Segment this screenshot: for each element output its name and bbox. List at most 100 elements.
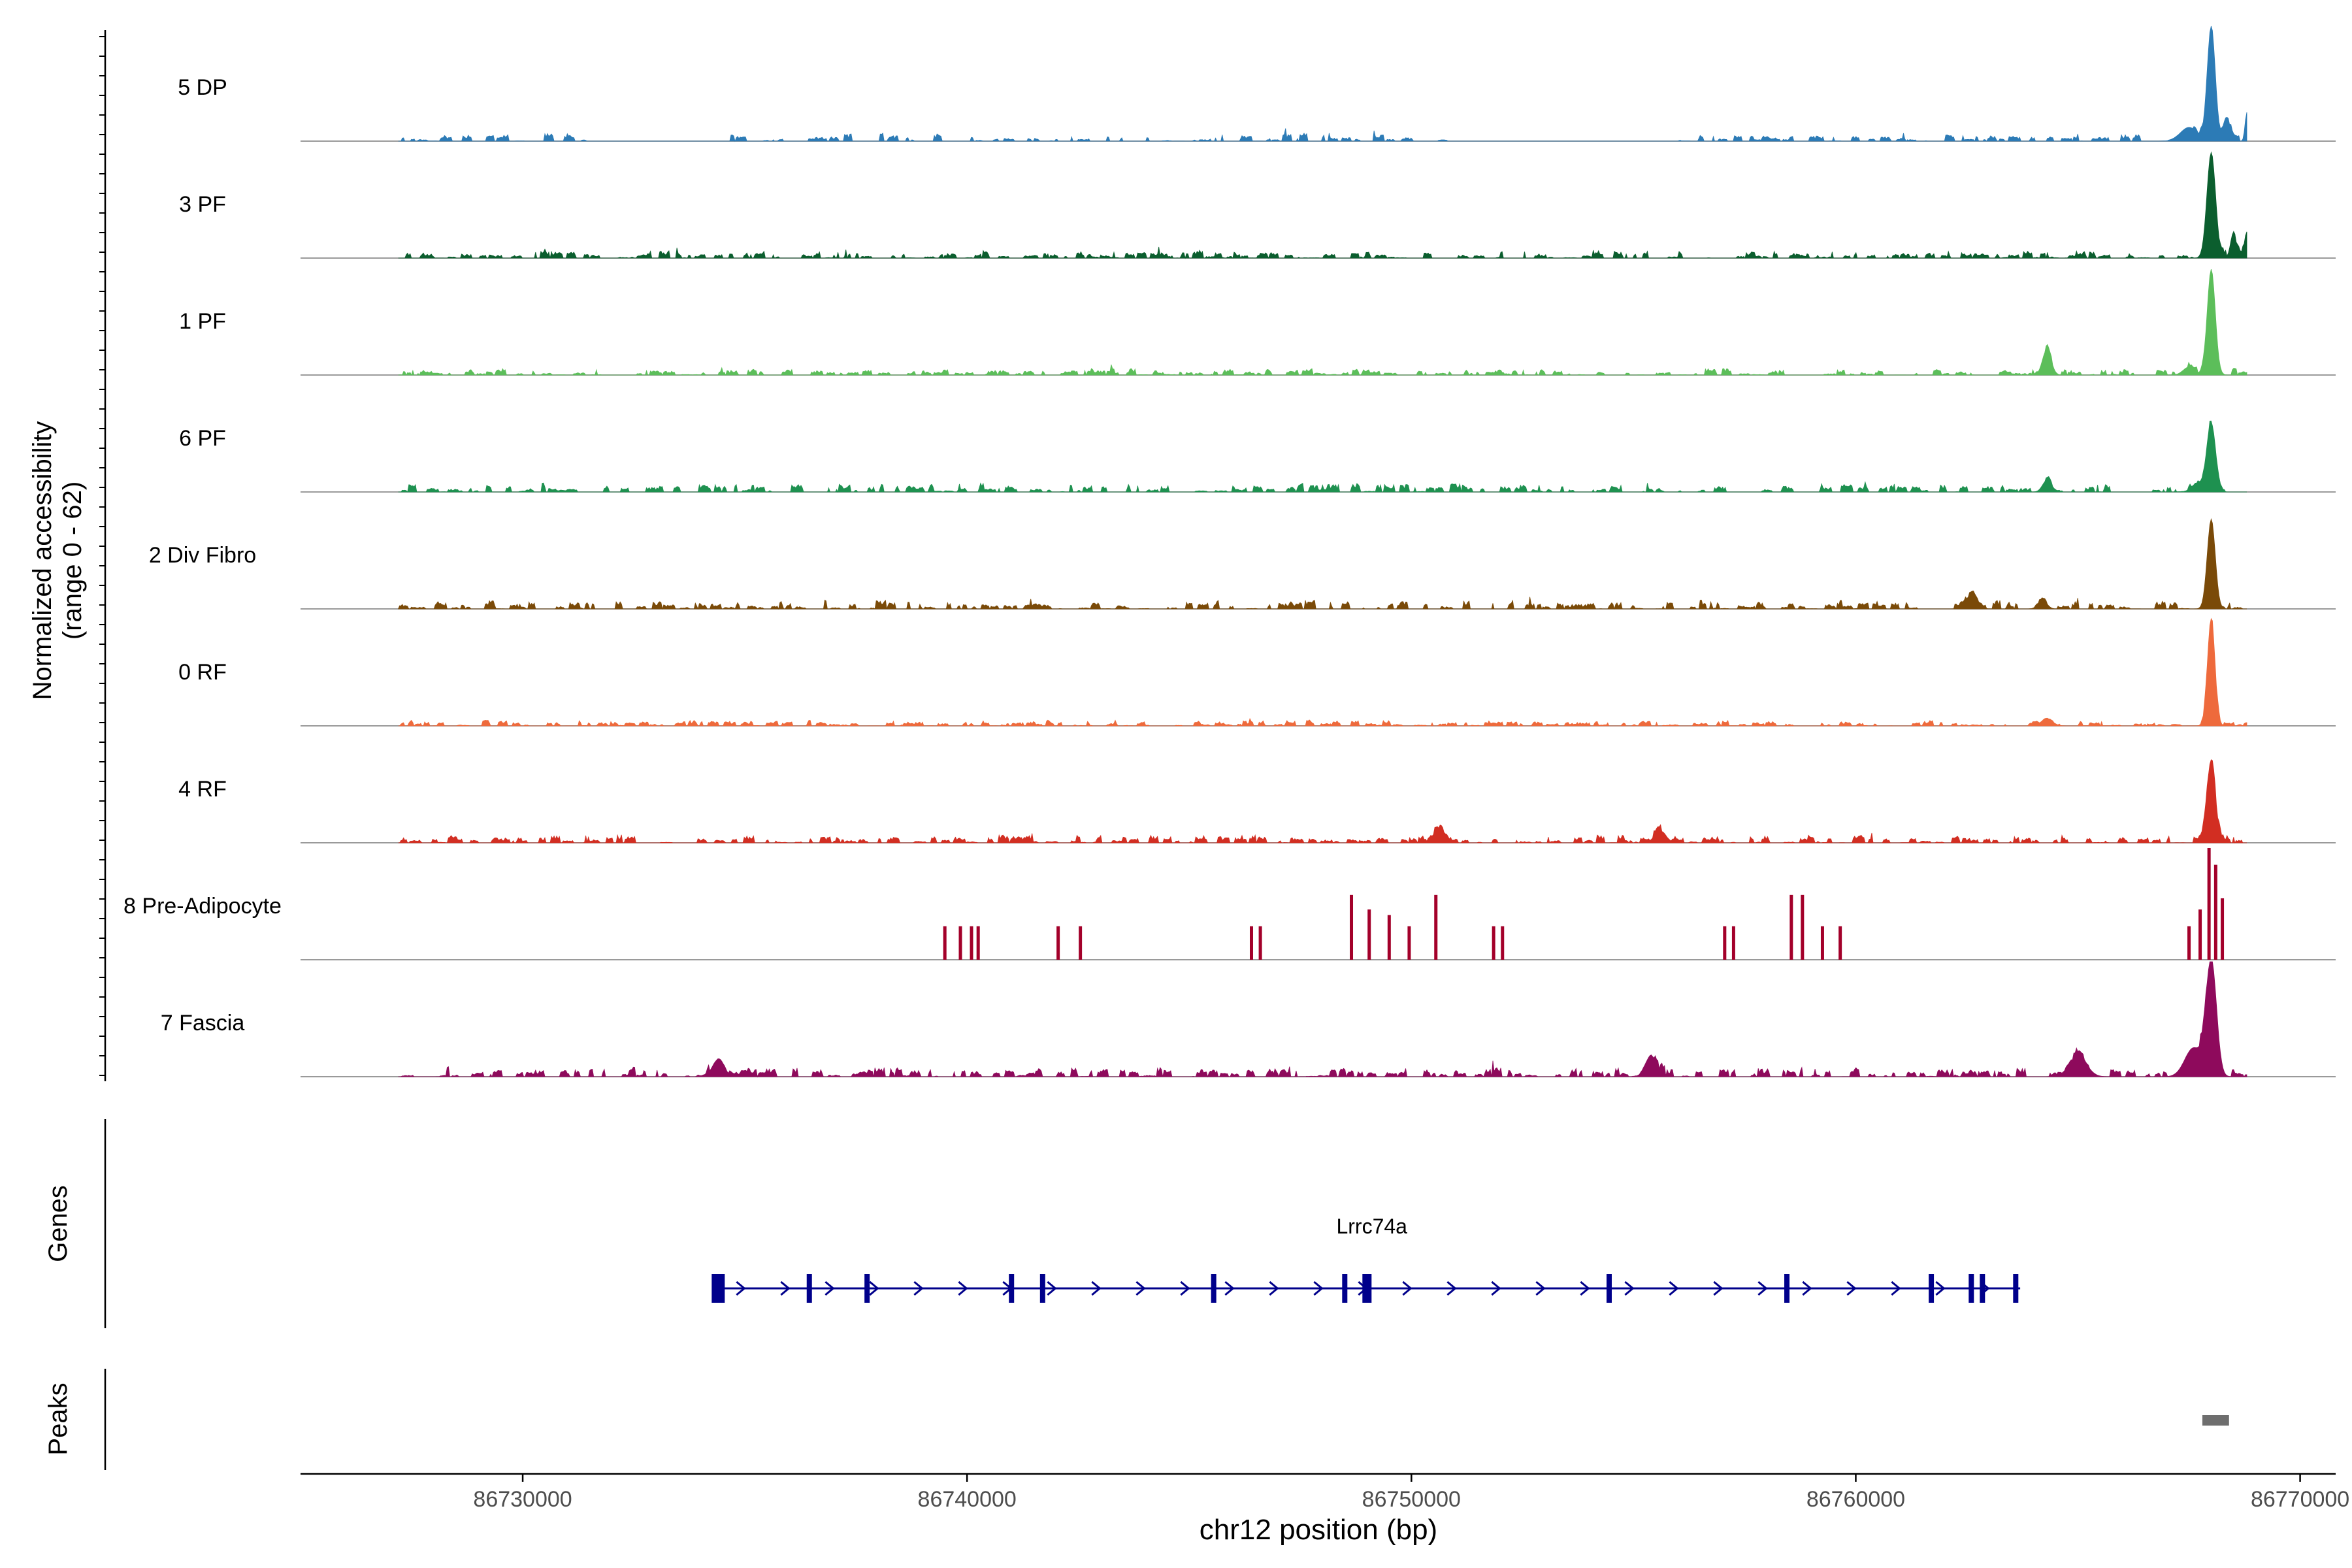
coverage-area [398, 420, 2247, 493]
coverage-bar [2221, 898, 2225, 960]
strand-arrow [1224, 1281, 1235, 1296]
coverage-area [398, 25, 2247, 142]
track-label: 6 PF [179, 426, 226, 451]
coverage-bar [2187, 926, 2191, 960]
x-tick-label: 86770000 [2251, 1487, 2349, 1512]
gene-exon [2013, 1274, 2019, 1303]
gene-exon [1929, 1274, 1935, 1303]
strand-arrow [913, 1281, 924, 1296]
coverage-area [398, 151, 2247, 259]
coverage-area [398, 617, 2247, 727]
track-label: 3 PF [179, 192, 226, 217]
coverage-area [398, 269, 2247, 376]
gene-exon [1211, 1274, 1217, 1303]
strand-arrow [825, 1281, 835, 1296]
gene-exon [711, 1274, 725, 1303]
y-axis-ticks [99, 36, 105, 1076]
y-axis-label: Normalized accessibility [28, 421, 57, 700]
coverage-bar [943, 926, 947, 960]
strand-arrow [780, 1281, 791, 1296]
coverage-bar [2213, 864, 2217, 960]
coverage-bar [1789, 894, 1793, 960]
gene-exon [1784, 1274, 1790, 1303]
coverage-bar [1056, 926, 1060, 960]
strand-arrow [1535, 1281, 1546, 1296]
track-label: 7 Fascia [161, 1011, 245, 1036]
strand-arrow [1624, 1281, 1635, 1296]
strand-arrow [1091, 1281, 1102, 1296]
strand-arrow [1313, 1281, 1324, 1296]
strand-arrow [1846, 1281, 1857, 1296]
gene-exon [806, 1274, 812, 1303]
peak-region [2202, 1415, 2229, 1426]
track-label: 5 DP [178, 75, 227, 100]
coverage-bar [1367, 909, 1371, 960]
gene-exon [1009, 1274, 1015, 1303]
track-label: 0 RF [178, 660, 227, 685]
peaks-panel-label: Peaks [44, 1382, 73, 1455]
coverage-bar [1838, 926, 1842, 960]
gene-exon [1362, 1274, 1372, 1303]
track-label: 8 Pre-Adipocyte [123, 894, 282, 919]
strand-arrow [1446, 1281, 1457, 1296]
strand-arrow [1935, 1281, 1946, 1296]
coverage-tracks: 5 DP 3 PF 1 PF 6 PF 2 Div Fibro 0 RF 4 RF 8 Pre… [123, 25, 2336, 1078]
coverage-bar [2198, 909, 2202, 960]
coverage-bar [1731, 926, 1735, 960]
strand-arrow [1491, 1281, 1501, 1296]
gene-exon [1342, 1274, 1348, 1303]
gene-exon [1968, 1274, 1974, 1303]
coverage-area [398, 759, 2247, 844]
coverage-bar [976, 926, 980, 960]
coverage-bar [2207, 848, 2211, 960]
coverage-bar [1350, 894, 1354, 960]
strand-arrow [1135, 1281, 1146, 1296]
strand-arrow [1802, 1281, 1812, 1296]
y-axis-range-label: (range 0 - 62) [58, 482, 87, 640]
strand-arrow [736, 1281, 746, 1296]
coverage-bar [1249, 926, 1253, 960]
strand-arrow [1713, 1281, 1723, 1296]
strand-arrow [1180, 1281, 1190, 1296]
strand-arrow [1669, 1281, 1679, 1296]
coverage-bar [1820, 926, 1824, 960]
coverage-area [398, 518, 2247, 610]
strand-arrow [1580, 1281, 1590, 1296]
gene-exon [864, 1274, 870, 1303]
x-axis: 86730000 86740000 86750000 86760000 86770000 [473, 1474, 2349, 1512]
x-tick-label: 86750000 [1362, 1487, 1461, 1512]
coverage-bar [1407, 926, 1411, 960]
coverage-bar [1801, 894, 1805, 960]
strand-arrow [1269, 1281, 1279, 1296]
coverage-area [398, 961, 2247, 1078]
gene-exon [1039, 1274, 1045, 1303]
gene-exon [1980, 1274, 1985, 1303]
x-tick-label: 86740000 [918, 1487, 1017, 1512]
coverage-bar [1501, 926, 1505, 960]
gene-exon [1606, 1274, 1612, 1303]
coverage-bar [1434, 894, 1438, 960]
coverage-bar [1723, 926, 1727, 960]
track-label: 4 RF [178, 777, 227, 802]
genes-panel-label: Genes [44, 1185, 73, 1262]
strand-arrow [1757, 1281, 1768, 1296]
strand-arrow [1891, 1281, 1901, 1296]
coverage-bar [970, 926, 973, 960]
strand-arrow [1047, 1281, 1057, 1296]
coverage-bar [1492, 926, 1495, 960]
strand-arrow [958, 1281, 968, 1296]
gene-track: Lrrc74a [711, 1215, 2021, 1303]
track-label: 2 Div Fibro [149, 543, 256, 568]
coverage-bar [958, 926, 962, 960]
x-tick-label: 86760000 [1806, 1487, 1905, 1512]
track-label: 1 PF [179, 309, 226, 334]
strand-arrow [1402, 1281, 1413, 1296]
coverage-bar [1387, 915, 1391, 960]
peaks-track [2202, 1415, 2229, 1426]
gene-label: Lrrc74a [1336, 1215, 1407, 1238]
coverage-bar [1079, 926, 1083, 960]
x-tick-label: 86730000 [473, 1487, 572, 1512]
coverage-bar [1258, 926, 1262, 960]
